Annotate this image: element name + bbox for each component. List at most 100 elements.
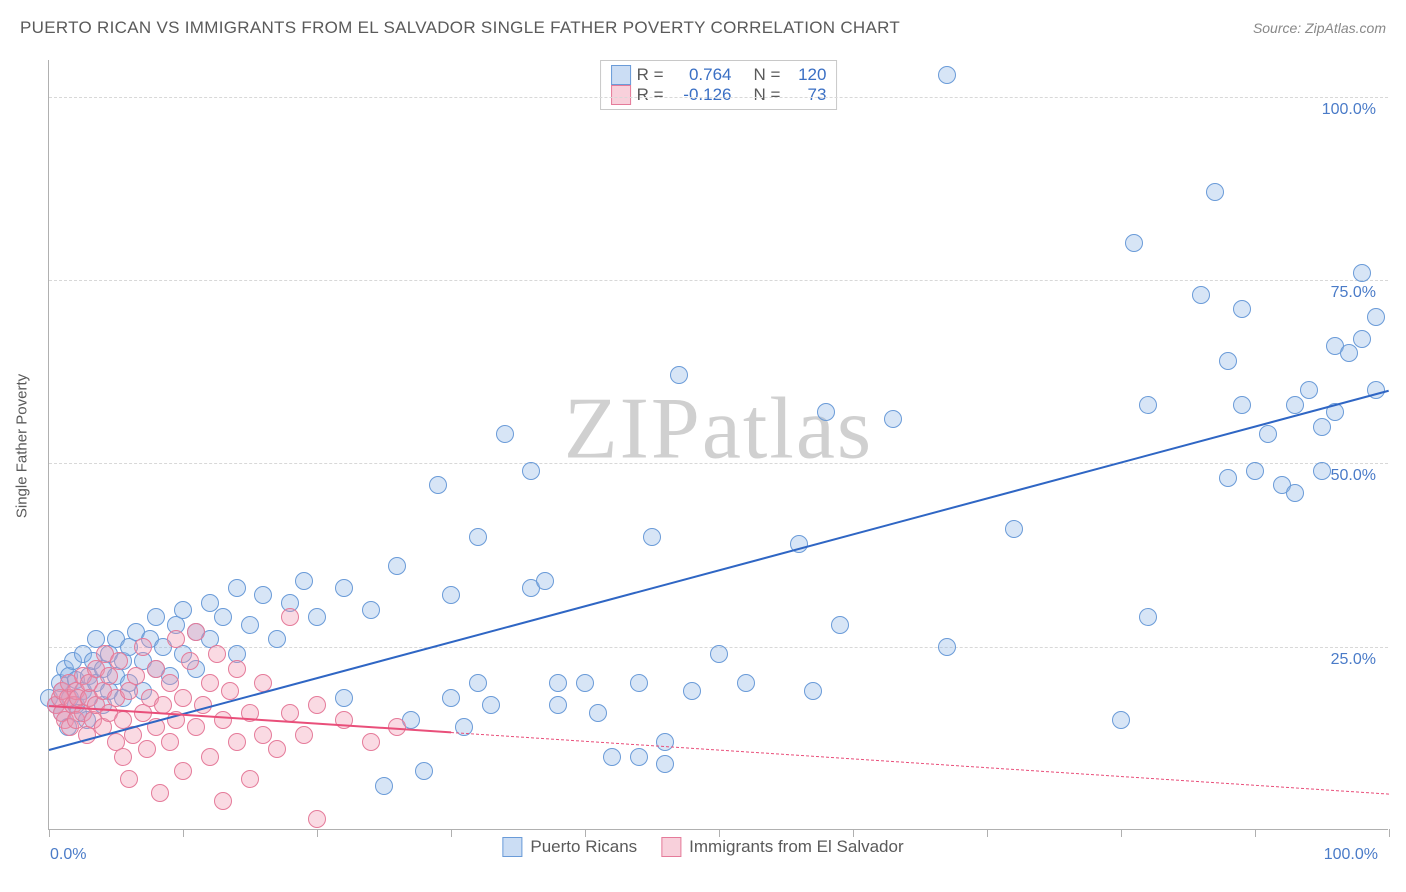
data-point bbox=[589, 704, 607, 722]
data-point bbox=[1353, 264, 1371, 282]
data-point bbox=[120, 770, 138, 788]
data-point bbox=[656, 733, 674, 751]
data-point bbox=[1219, 352, 1237, 370]
data-point bbox=[228, 579, 246, 597]
data-point bbox=[1340, 344, 1358, 362]
data-point bbox=[254, 586, 272, 604]
watermark: ZIPatlas bbox=[564, 379, 873, 480]
data-point bbox=[1139, 608, 1157, 626]
data-point bbox=[110, 652, 128, 670]
data-point bbox=[1259, 425, 1277, 443]
data-point bbox=[482, 696, 500, 714]
data-point bbox=[187, 718, 205, 736]
data-point bbox=[496, 425, 514, 443]
x-tick bbox=[1389, 829, 1390, 837]
data-point bbox=[683, 682, 701, 700]
scatter-plot: ZIPatlas R = 0.764 N = 120 R = -0.126 N … bbox=[48, 60, 1388, 830]
legend-row-blue: R = 0.764 N = 120 bbox=[611, 65, 827, 85]
data-point bbox=[1139, 396, 1157, 414]
data-point bbox=[241, 616, 259, 634]
data-point bbox=[281, 608, 299, 626]
legend-item-blue: Puerto Ricans bbox=[502, 837, 637, 857]
y-tick-label: 50.0% bbox=[1331, 467, 1376, 485]
data-point bbox=[187, 623, 205, 641]
data-point bbox=[127, 667, 145, 685]
data-point bbox=[884, 410, 902, 428]
chart-title: PUERTO RICAN VS IMMIGRANTS FROM EL SALVA… bbox=[20, 18, 900, 38]
x-tick bbox=[49, 829, 50, 837]
data-point bbox=[268, 740, 286, 758]
data-point bbox=[1125, 234, 1143, 252]
data-point bbox=[1219, 469, 1237, 487]
data-point bbox=[362, 733, 380, 751]
y-tick-label: 25.0% bbox=[1331, 651, 1376, 669]
legend-item-pink: Immigrants from El Salvador bbox=[661, 837, 903, 857]
x-tick bbox=[1255, 829, 1256, 837]
data-point bbox=[1246, 462, 1264, 480]
data-point bbox=[214, 792, 232, 810]
x-tick bbox=[1121, 829, 1122, 837]
data-point bbox=[335, 579, 353, 597]
data-point bbox=[831, 616, 849, 634]
chart-header: PUERTO RICAN VS IMMIGRANTS FROM EL SALVA… bbox=[20, 18, 1386, 38]
n-label: N = bbox=[754, 65, 781, 85]
data-point bbox=[335, 689, 353, 707]
x-tick bbox=[585, 829, 586, 837]
x-tick bbox=[183, 829, 184, 837]
y-tick-label: 75.0% bbox=[1331, 284, 1376, 302]
y-axis-title: Single Father Poverty bbox=[14, 374, 31, 518]
r-value: -0.126 bbox=[670, 85, 732, 105]
data-point bbox=[1112, 711, 1130, 729]
data-point bbox=[1367, 308, 1385, 326]
r-value: 0.764 bbox=[670, 65, 732, 85]
data-point bbox=[1005, 520, 1023, 538]
data-point bbox=[201, 674, 219, 692]
data-point bbox=[737, 674, 755, 692]
data-point bbox=[221, 682, 239, 700]
n-value: 73 bbox=[786, 85, 826, 105]
gridline bbox=[49, 97, 1388, 98]
data-point bbox=[938, 638, 956, 656]
legend-label: Immigrants from El Salvador bbox=[689, 837, 903, 857]
data-point bbox=[388, 557, 406, 575]
x-axis-min-label: 0.0% bbox=[50, 846, 86, 864]
data-point bbox=[1353, 330, 1371, 348]
r-label: R = bbox=[637, 65, 664, 85]
x-tick bbox=[317, 829, 318, 837]
data-point bbox=[151, 784, 169, 802]
x-tick bbox=[451, 829, 452, 837]
data-point bbox=[938, 66, 956, 84]
gridline bbox=[49, 280, 1388, 281]
data-point bbox=[1300, 381, 1318, 399]
data-point bbox=[549, 674, 567, 692]
data-point bbox=[147, 608, 165, 626]
swatch-blue-icon bbox=[611, 65, 631, 85]
data-point bbox=[228, 660, 246, 678]
data-point bbox=[549, 696, 567, 714]
data-point bbox=[375, 777, 393, 795]
data-point bbox=[167, 630, 185, 648]
data-point bbox=[817, 403, 835, 421]
data-point bbox=[442, 689, 460, 707]
data-point bbox=[281, 704, 299, 722]
data-point bbox=[415, 762, 433, 780]
data-point bbox=[174, 689, 192, 707]
data-point bbox=[362, 601, 380, 619]
data-point bbox=[214, 608, 232, 626]
data-point bbox=[1313, 418, 1331, 436]
data-point bbox=[228, 733, 246, 751]
data-point bbox=[670, 366, 688, 384]
data-point bbox=[161, 674, 179, 692]
gridline bbox=[49, 463, 1388, 464]
swatch-pink-icon bbox=[611, 85, 631, 105]
data-point bbox=[1233, 300, 1251, 318]
data-point bbox=[114, 748, 132, 766]
data-point bbox=[138, 740, 156, 758]
data-point bbox=[536, 572, 554, 590]
data-point bbox=[241, 770, 259, 788]
data-point bbox=[1286, 396, 1304, 414]
legend-label: Puerto Ricans bbox=[530, 837, 637, 857]
x-axis-max-label: 100.0% bbox=[1324, 846, 1378, 864]
data-point bbox=[295, 572, 313, 590]
data-point bbox=[201, 594, 219, 612]
